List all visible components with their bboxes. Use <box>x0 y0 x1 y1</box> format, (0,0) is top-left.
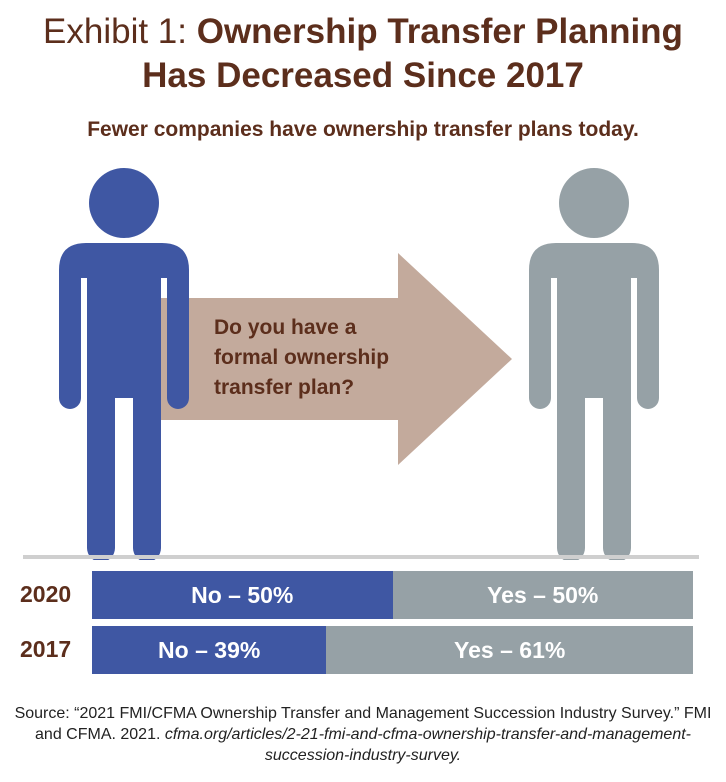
question-text: Do you have a formal ownership transfer … <box>214 316 390 399</box>
bar-row-2017: No – 39% Yes – 61% <box>92 626 693 674</box>
title-exhibit-label: Exhibit 1: <box>43 12 197 51</box>
bar-segment-yes-2020: Yes – 50% <box>392 571 693 619</box>
title-line-1: Ownership Transfer Planning <box>196 12 683 51</box>
year-label-2017: 2017 <box>20 636 72 662</box>
chart-subtitle: Fewer companies have ownership transfer … <box>87 118 639 141</box>
title-line-2: Has Decreased Since 2017 <box>142 56 584 95</box>
year-label-2020: 2020 <box>20 581 72 607</box>
data-label: Yes – 61% <box>454 636 566 663</box>
illustration <box>59 168 659 560</box>
data-label: No – 50% <box>191 581 294 608</box>
ground-divider <box>23 555 699 559</box>
arrow-right-icon <box>158 253 512 465</box>
person-icon-blue <box>59 168 189 560</box>
source-link: cfma.org/articles/2-21-fmi-and-cfma-owne… <box>164 726 691 764</box>
source-text: Source: “2021 FMI/CFMA Ownership Transfe… <box>14 705 712 743</box>
bar-segment-no-2017: No – 39% <box>92 626 327 674</box>
chart-title: Exhibit 1: Ownership Transfer Planning H… <box>0 10 726 98</box>
bar-row-2020: No – 50% Yes – 50% <box>92 571 693 619</box>
bar-segment-yes-2017: Yes – 61% <box>326 626 693 674</box>
bar-segment-no-2020: No – 50% <box>92 571 393 619</box>
person-icon-gray <box>529 168 659 560</box>
data-label: Yes – 50% <box>487 581 599 608</box>
source-note: Source: “2021 FMI/CFMA Ownership Transfe… <box>10 703 716 766</box>
data-label: No – 39% <box>158 636 261 663</box>
